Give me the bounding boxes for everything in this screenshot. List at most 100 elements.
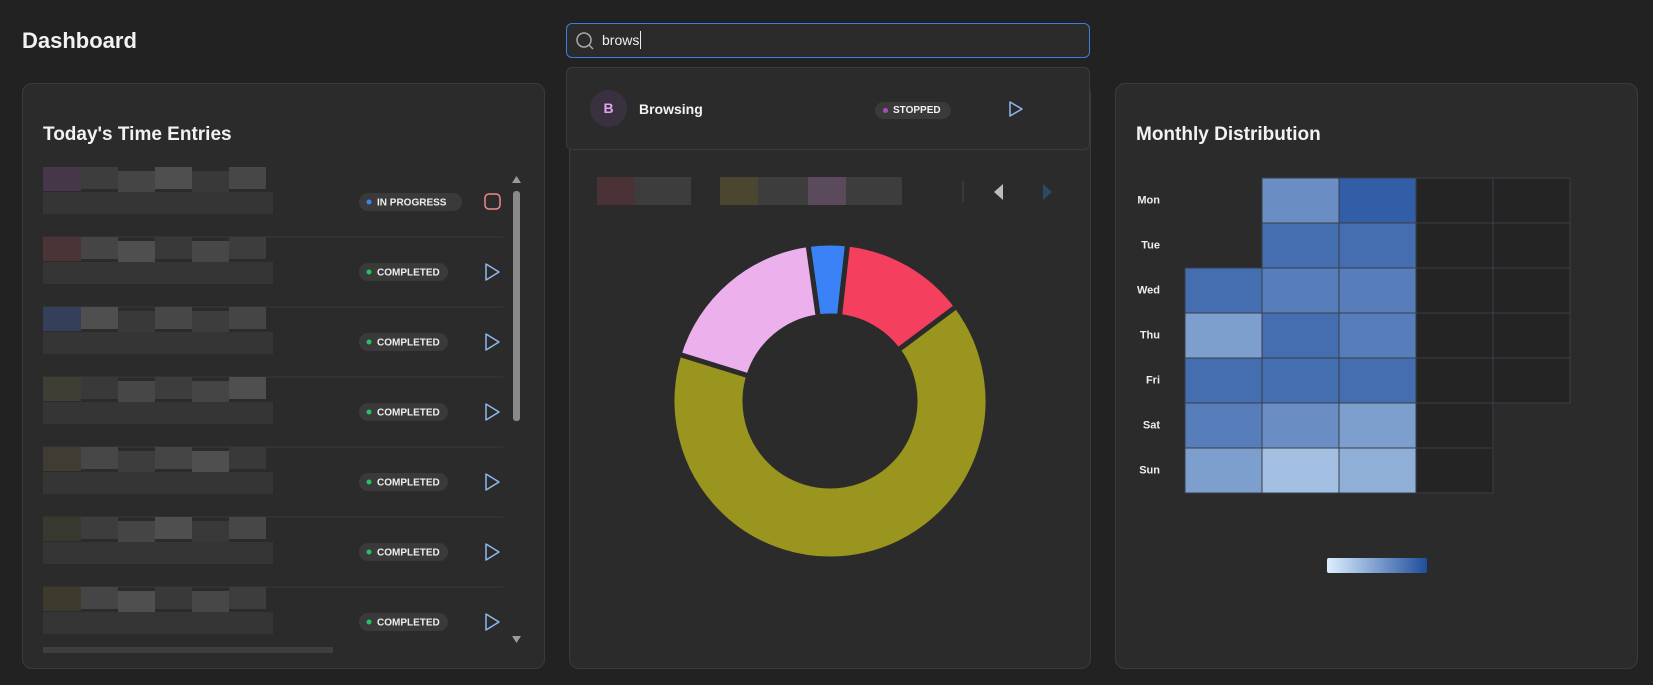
- distribution-panel: Monthly Distribution Mon Tue Wed Thu Fri Sat S…: [1115, 83, 1638, 669]
- next-page[interactable]: [1043, 184, 1052, 200]
- blurred-time: [43, 472, 273, 494]
- day-label: Sun: [1139, 464, 1160, 476]
- status-text: COMPLETED: [377, 478, 440, 489]
- blurred-name: [192, 241, 229, 263]
- scroll-down[interactable]: [512, 636, 521, 643]
- blurred-name: [118, 241, 155, 263]
- heat-cell: [1415, 312, 1494, 359]
- heat-cell: [1415, 267, 1494, 314]
- blurred-name: [118, 381, 155, 403]
- day-label: Tue: [1141, 239, 1160, 251]
- status-dot: [883, 108, 888, 113]
- blurred-name: [43, 587, 81, 611]
- donut-segment: [676, 242, 821, 379]
- heat-cell: [1261, 222, 1340, 269]
- blurred-time: [43, 542, 273, 564]
- status-badge: [359, 333, 448, 351]
- play-button[interactable]: [485, 403, 500, 421]
- blurred-name: [81, 377, 118, 399]
- stop-button[interactable]: [484, 193, 501, 210]
- day-label: Sat: [1143, 419, 1160, 431]
- entries-list: IN PROGRESS COMPLETED COMPLETED COMPLETED CO…: [43, 167, 521, 653]
- heat-cell: [1415, 357, 1494, 404]
- play-button[interactable]: [485, 473, 500, 491]
- status-badge: [359, 403, 448, 421]
- blurred-name: [81, 307, 118, 329]
- blurred-name: [192, 521, 229, 543]
- status-text: COMPLETED: [377, 338, 440, 349]
- play-button[interactable]: [485, 333, 500, 351]
- status-text: COMPLETED: [377, 268, 440, 279]
- blurred-name: [43, 377, 81, 401]
- search-input[interactable]: brows: [566, 23, 1090, 58]
- donut-segment: [669, 303, 991, 562]
- day-label: Fri: [1146, 374, 1160, 386]
- blurred-time: [43, 262, 273, 284]
- heat-cell: [1184, 402, 1263, 449]
- play-button[interactable]: [485, 263, 500, 281]
- blurred-name: [43, 237, 81, 261]
- heatmap: Mon Tue Wed Thu Fri Sat Sun: [1137, 177, 1571, 573]
- blurred-name: [118, 521, 155, 543]
- blurred-name: [43, 517, 81, 541]
- heat-cell: [1415, 402, 1494, 449]
- text-caret: [640, 31, 641, 49]
- heat-cell: [1338, 312, 1417, 359]
- status-dot: [366, 549, 372, 555]
- scroll-up[interactable]: [512, 176, 521, 183]
- blurred-name: [229, 237, 266, 259]
- heat-cell: [1415, 447, 1494, 494]
- blurred-name: [155, 447, 192, 469]
- heat-cell: [1492, 222, 1571, 269]
- heat-cell: [1415, 177, 1494, 224]
- heat-cell: [1492, 312, 1571, 359]
- blurred-name: [81, 587, 118, 609]
- status-text: COMPLETED: [377, 548, 440, 559]
- panel-title: Today's Time Entries: [43, 124, 232, 145]
- status-dot: [366, 409, 372, 415]
- status-badge: [359, 193, 462, 211]
- play-button[interactable]: [485, 613, 500, 631]
- day-label: Mon: [1137, 194, 1160, 206]
- heat-cell: [1338, 357, 1417, 404]
- blurred-name: [155, 587, 192, 609]
- blurred-name: [118, 591, 155, 613]
- blurred-legend: [758, 177, 814, 205]
- blurred-legend: [597, 177, 635, 205]
- blurred-name: [192, 311, 229, 333]
- blurred-name: [118, 451, 155, 473]
- blurred-name: [81, 237, 118, 259]
- blurred-name: [155, 517, 192, 539]
- heat-cell: [1184, 267, 1263, 314]
- status-dot: [366, 479, 372, 485]
- heat-cell: [1261, 357, 1340, 404]
- blurred-name: [229, 377, 266, 399]
- blurred-name: [81, 447, 118, 469]
- play-button[interactable]: [1005, 99, 1025, 119]
- status-dot: [366, 199, 372, 205]
- status-dot: [366, 619, 372, 625]
- heat-cell: [1184, 312, 1263, 359]
- play-button[interactable]: [485, 543, 500, 561]
- blurred-name: [229, 307, 266, 329]
- heat-cell: [1184, 447, 1263, 494]
- day-label: Wed: [1137, 284, 1160, 296]
- blurred-name: [192, 451, 229, 473]
- blurred-legend: [635, 177, 691, 205]
- status-badge: [359, 613, 448, 631]
- blurred-legend: [808, 177, 846, 205]
- prev-page[interactable]: [994, 184, 1003, 200]
- status-dot: [366, 269, 372, 275]
- blurred-name: [229, 167, 266, 189]
- blurred-legend: [720, 177, 758, 205]
- blurred-name: [118, 171, 155, 193]
- blurred-name: [192, 171, 229, 193]
- blurred-name: [43, 167, 81, 191]
- blurred-name: [43, 447, 81, 471]
- heat-cell: [1492, 357, 1571, 404]
- heat-cell: [1261, 177, 1340, 224]
- search-result[interactable]: B Browsing STOPPED: [567, 68, 1089, 149]
- result-status: STOPPED: [875, 102, 951, 119]
- blurred-name: [192, 381, 229, 403]
- chart-panel: [569, 83, 1091, 669]
